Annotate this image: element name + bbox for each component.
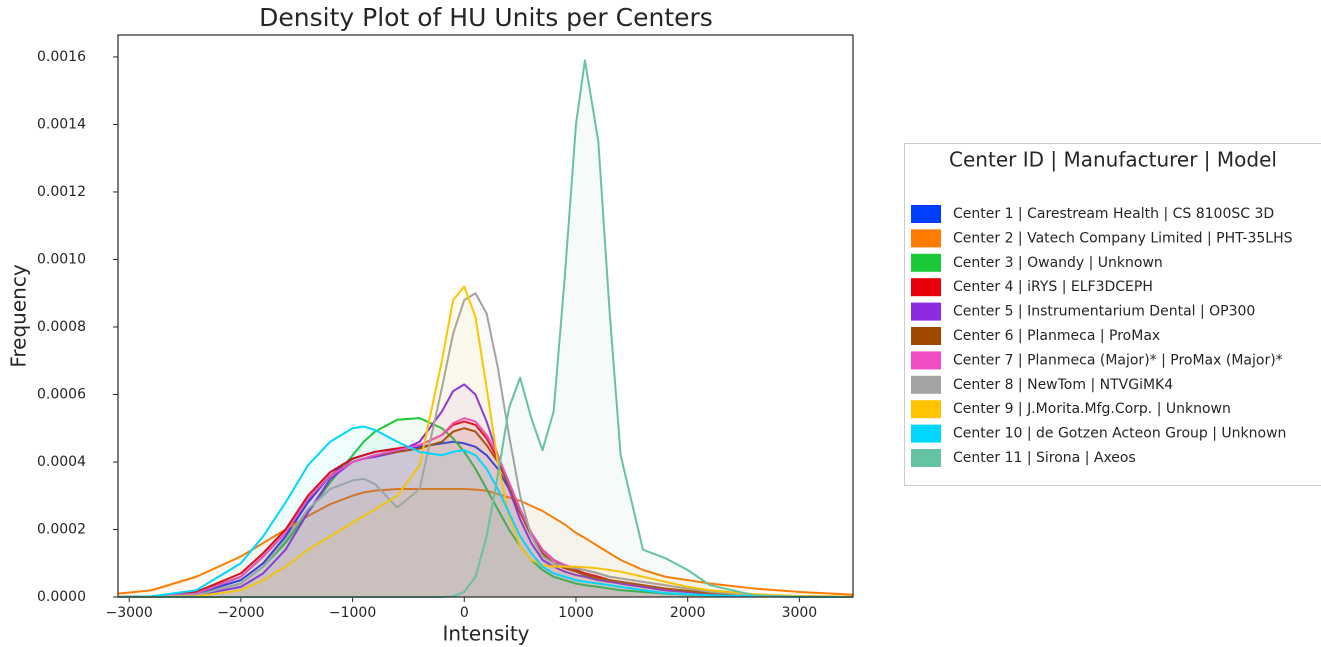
density-area: [118, 441, 853, 597]
legend-title: Center ID | Manufacturer | Model: [949, 148, 1277, 172]
x-tick-label: −3000: [105, 605, 152, 621]
legend-swatch: [911, 449, 941, 467]
density-line: [117, 425, 853, 598]
legend-swatch: [911, 302, 941, 321]
legend-swatch: [911, 351, 941, 370]
density-area: [118, 418, 853, 597]
x-tick-label: 0: [460, 605, 469, 621]
y-tick-label: 0.0000: [37, 589, 86, 605]
legend-label: Center 3 | Owandy | Unknown: [953, 255, 1163, 271]
chart-title: Density Plot of HU Units per Centers: [259, 3, 713, 32]
legend-label: Center 9 | J.Morita.Mfg.Corp. | Unknown: [953, 401, 1231, 417]
legend-swatch: [911, 253, 941, 272]
x-tick-label: 1000: [558, 605, 594, 621]
density-area: [118, 286, 853, 597]
plot-frame: [117, 34, 854, 598]
y-tick-label: 0.0008: [37, 319, 86, 335]
legend-label: Center 7 | Planmeca (Major)* | ProMax (M…: [953, 352, 1283, 368]
x-tick-label: 2000: [670, 605, 706, 621]
legend-swatch: [911, 375, 941, 394]
y-tick-label: 0.0012: [37, 184, 86, 200]
legend-swatch: [911, 424, 941, 443]
legend-swatch: [911, 278, 941, 297]
density-line: [117, 487, 854, 596]
density-line: [118, 292, 854, 598]
legend-label: Center 2 | Vatech Company Limited | PHT-…: [953, 230, 1293, 246]
y-tick-label: 0.0002: [37, 521, 86, 537]
legend-box: [904, 143, 1321, 486]
legend-label: Center 4 | iRYS | ELF3DCEPH: [953, 279, 1153, 295]
y-tick-label: 0.0006: [37, 386, 86, 402]
density-area: [118, 384, 853, 597]
density-area: [118, 421, 853, 597]
legend-label: Center 11 | Sirona | Axeos: [953, 450, 1136, 466]
legend-label: Center 8 | NewTom | NTVGiMK4: [953, 377, 1173, 393]
legend-swatch: [911, 400, 941, 419]
legend-swatch: [911, 327, 941, 345]
x-tick-label: −1000: [329, 605, 376, 621]
legend-label: Center 10 | de Gotzen Acteon Group | Unk…: [953, 426, 1286, 442]
legend-swatch: [911, 205, 941, 223]
legend-swatch: [911, 229, 941, 248]
x-tick-label: 3000: [782, 605, 818, 621]
density-area: [118, 293, 853, 597]
x-tick-label: −2000: [217, 605, 264, 621]
y-tick-label: 0.0004: [37, 454, 86, 470]
y-tick-label: 0.0014: [37, 116, 86, 132]
y-tick-label: 0.0016: [37, 49, 86, 65]
density-area: [118, 418, 853, 597]
y-axis-label: Frequency: [7, 264, 31, 367]
legend-label: Center 1 | Carestream Health | CS 8100SC…: [953, 206, 1274, 222]
x-axis-label: Intensity: [442, 622, 529, 646]
density-line: [118, 285, 854, 598]
legend-label: Center 5 | Instrumentarium Dental | OP30…: [953, 304, 1255, 320]
density-area: [118, 426, 853, 597]
y-tick-label: 0.0010: [37, 251, 86, 267]
legend-label: Center 6 | Planmeca | ProMax: [953, 328, 1160, 344]
